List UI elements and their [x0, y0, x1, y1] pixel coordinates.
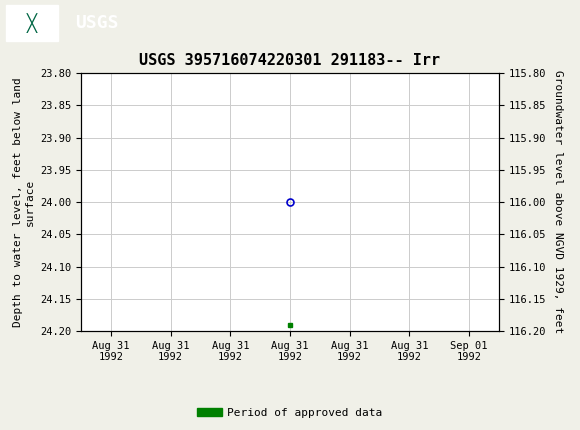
Text: ╳: ╳: [27, 12, 37, 33]
Text: USGS: USGS: [75, 14, 119, 31]
Y-axis label: Depth to water level, feet below land
surface: Depth to water level, feet below land su…: [13, 77, 35, 327]
FancyBboxPatch shape: [6, 4, 58, 41]
Y-axis label: Groundwater level above NGVD 1929, feet: Groundwater level above NGVD 1929, feet: [553, 71, 563, 334]
Legend: Period of approved data: Period of approved data: [193, 403, 387, 422]
Title: USGS 395716074220301 291183-- Irr: USGS 395716074220301 291183-- Irr: [139, 53, 441, 68]
